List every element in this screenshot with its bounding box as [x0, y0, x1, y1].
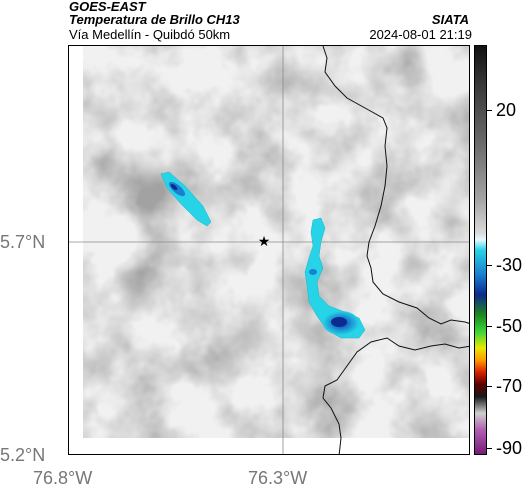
latitude-label: 5.2°N	[0, 445, 46, 465]
longitude-label: 76.3°W	[248, 468, 308, 488]
band-title: Temperatura de Brillo CH13	[69, 12, 240, 27]
colorbar-tick-mark	[487, 326, 492, 327]
colorbar-tick-mark	[487, 386, 492, 387]
border-line-south	[322, 337, 469, 454]
colorbar-gradient	[475, 46, 486, 454]
map-panel[interactable]: ★	[68, 45, 470, 455]
organization-label: SIATA	[431, 12, 469, 27]
colorbar-tick-mark	[487, 110, 492, 111]
area-subtitle: Vía Medellín - Quibdó 50km	[69, 27, 231, 42]
colorbar-tick-mark	[487, 448, 492, 449]
star-icon: ★	[258, 234, 271, 250]
colorbar	[474, 45, 487, 455]
colorbar-label: -70	[496, 376, 523, 396]
cold-cloud-cell-east	[304, 217, 366, 339]
colorbar-label: -30	[496, 255, 523, 275]
timestamp-label: 2024-08-01 21:19	[369, 27, 472, 42]
colorbar-label: -90	[496, 438, 523, 458]
brightness-temperature-map: ★	[69, 46, 469, 454]
longitude-label: 76.8°W	[33, 468, 93, 488]
border-line	[322, 46, 469, 325]
colorbar-label: 20	[496, 100, 517, 120]
colorbar-label: -50	[496, 316, 523, 336]
colorbar-tick-mark	[487, 265, 492, 266]
satellite-title: GOES-EAST	[69, 0, 146, 14]
latitude-label: 5.7°N	[0, 232, 46, 252]
